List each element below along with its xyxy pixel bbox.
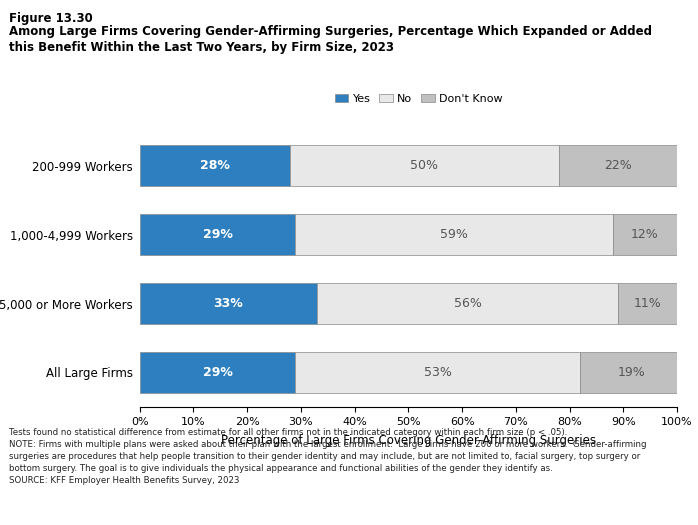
Text: this Benefit Within the Last Two Years, by Firm Size, 2023: this Benefit Within the Last Two Years, … xyxy=(9,41,394,54)
Text: Tests found no statistical difference from estimate for all other firms not in t: Tests found no statistical difference fr… xyxy=(9,428,646,486)
Text: 22%: 22% xyxy=(604,159,632,172)
Text: 33%: 33% xyxy=(214,297,243,310)
Bar xyxy=(295,352,580,393)
Bar xyxy=(140,352,295,393)
Bar xyxy=(140,283,317,324)
Bar xyxy=(580,352,683,393)
X-axis label: Percentage of Large Firms Covering Gender-Affirming Surgeries: Percentage of Large Firms Covering Gende… xyxy=(221,434,596,447)
Text: Among Large Firms Covering Gender-Affirming Surgeries, Percentage Which Expanded: Among Large Firms Covering Gender-Affirm… xyxy=(9,25,652,38)
Bar xyxy=(618,283,677,324)
Text: 56%: 56% xyxy=(454,297,482,310)
Text: 28%: 28% xyxy=(200,159,230,172)
Text: 53%: 53% xyxy=(424,366,452,379)
Bar xyxy=(559,145,677,186)
Text: Figure 13.30: Figure 13.30 xyxy=(9,12,93,25)
Text: 29%: 29% xyxy=(202,228,232,241)
Bar xyxy=(317,283,618,324)
Text: 11%: 11% xyxy=(634,297,662,310)
Text: 50%: 50% xyxy=(410,159,438,172)
Bar xyxy=(140,214,295,255)
Legend: Yes, No, Don't Know: Yes, No, Don't Know xyxy=(330,90,507,109)
Text: 12%: 12% xyxy=(631,228,659,241)
Bar xyxy=(295,214,613,255)
Text: 59%: 59% xyxy=(440,228,468,241)
Bar xyxy=(290,145,559,186)
Text: 29%: 29% xyxy=(202,366,232,379)
Text: 19%: 19% xyxy=(618,366,645,379)
Bar xyxy=(613,214,677,255)
Bar xyxy=(140,145,290,186)
